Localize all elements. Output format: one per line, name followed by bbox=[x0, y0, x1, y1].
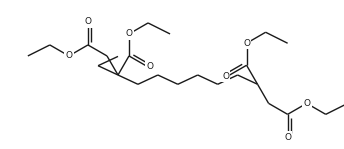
Text: O: O bbox=[284, 133, 291, 142]
Text: O: O bbox=[222, 72, 229, 81]
Text: O: O bbox=[243, 39, 250, 48]
Text: O: O bbox=[65, 51, 72, 60]
Text: O: O bbox=[303, 99, 310, 108]
Text: O: O bbox=[84, 17, 92, 26]
Text: O: O bbox=[147, 62, 153, 72]
Text: O: O bbox=[126, 30, 132, 38]
